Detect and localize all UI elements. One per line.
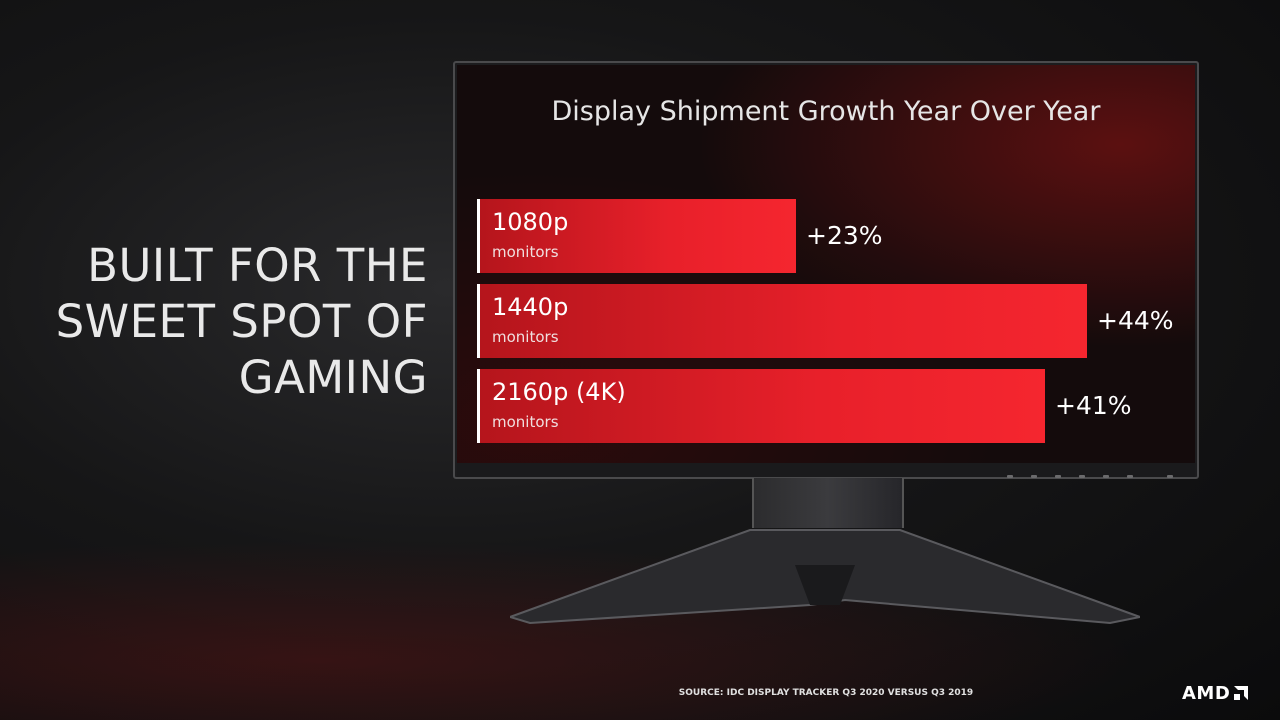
bar-3	[477, 369, 1045, 443]
source-note: SOURCE: IDC DISPLAY TRACKER Q3 2020 VERS…	[678, 688, 974, 698]
monitor-button	[1031, 475, 1037, 478]
monitor-button	[1079, 475, 1085, 478]
headline-line-1: BUILT FOR THE	[87, 239, 428, 292]
monitor-neck	[752, 478, 904, 528]
power-led	[1167, 475, 1173, 478]
monitor-button	[1127, 475, 1133, 478]
bar-value-label: +41%	[1055, 391, 1132, 420]
bar-1	[477, 199, 796, 273]
bar-category-label: 2160p (4K)	[492, 378, 626, 406]
slide-headline: BUILT FOR THE SWEET SPOT OF GAMING	[30, 238, 428, 406]
bar-sublabel: monitors	[492, 413, 559, 431]
monitor-button	[1103, 475, 1109, 478]
monitor-stand	[510, 529, 1140, 625]
bar-value-label: +44%	[1097, 306, 1174, 335]
bar-value-label: +23%	[806, 221, 883, 250]
bar-category-label: 1440p	[492, 293, 569, 321]
monitor-button	[1007, 475, 1013, 478]
chart-title: Display Shipment Growth Year Over Year	[551, 96, 1101, 127]
bar-sublabel: monitors	[492, 328, 559, 346]
monitor-chin	[457, 463, 1195, 477]
bar-sublabel: monitors	[492, 243, 559, 261]
logo-text: AMD	[1182, 683, 1231, 704]
headline-line-3: GAMING	[238, 351, 428, 404]
bar-2	[477, 284, 1087, 358]
amd-logo: AMD	[1182, 683, 1249, 704]
monitor-button	[1055, 475, 1061, 478]
bar-category-label: 1080p	[492, 208, 569, 236]
amd-arrow-icon	[1234, 685, 1249, 700]
headline-line-2: SWEET SPOT OF	[55, 295, 428, 348]
